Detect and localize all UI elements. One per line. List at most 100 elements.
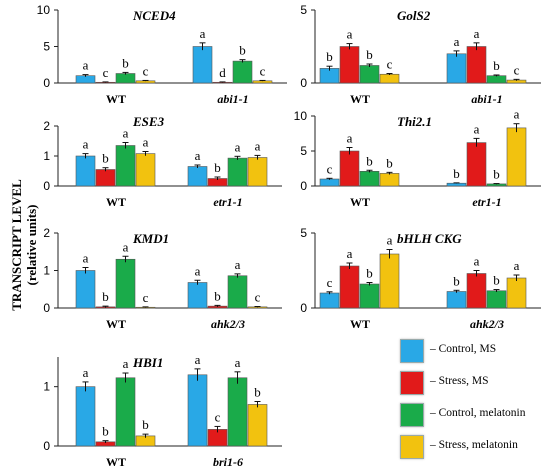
significance-letter: c (103, 65, 109, 80)
legend-swatch (400, 339, 424, 363)
significance-letter: a (514, 107, 520, 122)
bar (339, 150, 360, 187)
y-tick-label: 0 (43, 76, 50, 90)
panel-title: HBI1 (132, 355, 163, 370)
category-label: WT (106, 92, 126, 106)
bar (379, 253, 400, 309)
category-label: WT (106, 195, 126, 209)
y-tick-label: 0 (43, 179, 50, 193)
bar (379, 173, 400, 187)
category-label: WT (106, 455, 126, 469)
y-tick-label: 2 (43, 226, 50, 240)
bar (75, 155, 96, 187)
significance-letter: b (453, 273, 460, 288)
significance-letter: a (514, 258, 520, 273)
bar (466, 46, 487, 84)
legend: – Control, MS – Stress, MS – Control, me… (392, 336, 544, 464)
y-axis-label-container: TRANSCRIPT LEVEL (relative units) (4, 150, 44, 340)
significance-letter: a (474, 121, 480, 136)
significance-letter: a (347, 246, 353, 261)
bar (227, 275, 248, 309)
significance-letter: c (255, 290, 261, 305)
bar (319, 68, 340, 84)
significance-letter: a (83, 251, 89, 266)
bar (466, 273, 487, 309)
significance-letter: a (83, 58, 89, 73)
category-label: WT (350, 195, 370, 209)
bar (232, 60, 253, 84)
bar (247, 157, 268, 187)
legend-item-control-ms: – Control, MS (392, 336, 544, 368)
category-label: bri1-6 (213, 455, 243, 469)
bar (506, 277, 527, 309)
legend-swatch (400, 403, 424, 427)
significance-letter: b (214, 160, 221, 175)
bar (115, 145, 136, 187)
significance-letter: a (83, 137, 89, 152)
bar (359, 283, 380, 309)
bar (227, 377, 248, 447)
y-axis-label-line1: TRANSCRIPT LEVEL (9, 179, 24, 311)
category-label: WT (350, 317, 370, 331)
significance-letter: c (327, 275, 333, 290)
panel-title: bHLH CKG (397, 231, 462, 246)
significance-letter: b (493, 167, 500, 182)
panel-title: ESE3 (132, 114, 165, 129)
significance-letter: b (254, 385, 261, 400)
significance-letter: c (215, 409, 221, 424)
bar (446, 53, 467, 84)
significance-letter: c (143, 290, 149, 305)
significance-letter: b (386, 155, 393, 170)
legend-item-stress-melatonin: – Stress, melatonin (392, 432, 544, 464)
significance-letter: b (102, 289, 109, 304)
significance-letter: a (347, 131, 353, 146)
significance-letter: b (102, 424, 109, 439)
significance-letter: b (366, 266, 373, 281)
bar (379, 73, 400, 84)
bar (75, 386, 96, 447)
y-tick-label: 5 (300, 226, 307, 240)
y-tick-label: 5 (300, 144, 307, 158)
category-label: WT (350, 92, 370, 106)
legend-label: – Stress, MS (430, 375, 489, 387)
significance-letter: a (195, 352, 201, 367)
bar (446, 291, 467, 309)
significance-letter: b (366, 47, 373, 62)
bar (187, 374, 208, 447)
significance-letter: b (239, 43, 246, 58)
y-tick-label: 0 (43, 301, 50, 315)
bar (247, 404, 268, 447)
significance-letter: a (235, 257, 241, 272)
significance-letter: c (143, 63, 149, 78)
significance-letter: a (83, 365, 89, 380)
significance-letter: b (102, 151, 109, 166)
significance-letter: a (195, 148, 201, 163)
significance-letter: a (474, 254, 480, 269)
y-tick-label: 10 (37, 3, 51, 17)
bar (75, 270, 96, 309)
y-tick-label: 5 (300, 3, 307, 17)
legend-swatch (400, 371, 424, 395)
category-label: etr1-1 (213, 195, 242, 209)
legend-label: – Control, MS (430, 343, 497, 355)
significance-letter: a (123, 356, 129, 371)
y-tick-label: 0 (300, 76, 307, 90)
y-tick-label: 0 (300, 301, 307, 315)
significance-letter: c (514, 62, 520, 77)
bar (115, 377, 136, 447)
significance-letter: a (123, 239, 129, 254)
significance-letter: a (474, 26, 480, 41)
bar (135, 153, 156, 187)
significance-letter: b (326, 49, 333, 64)
bar (486, 290, 507, 309)
significance-letter: b (122, 55, 129, 70)
significance-letter: a (454, 34, 460, 49)
y-tick-label: 0 (43, 439, 50, 453)
significance-letter: a (200, 26, 206, 41)
